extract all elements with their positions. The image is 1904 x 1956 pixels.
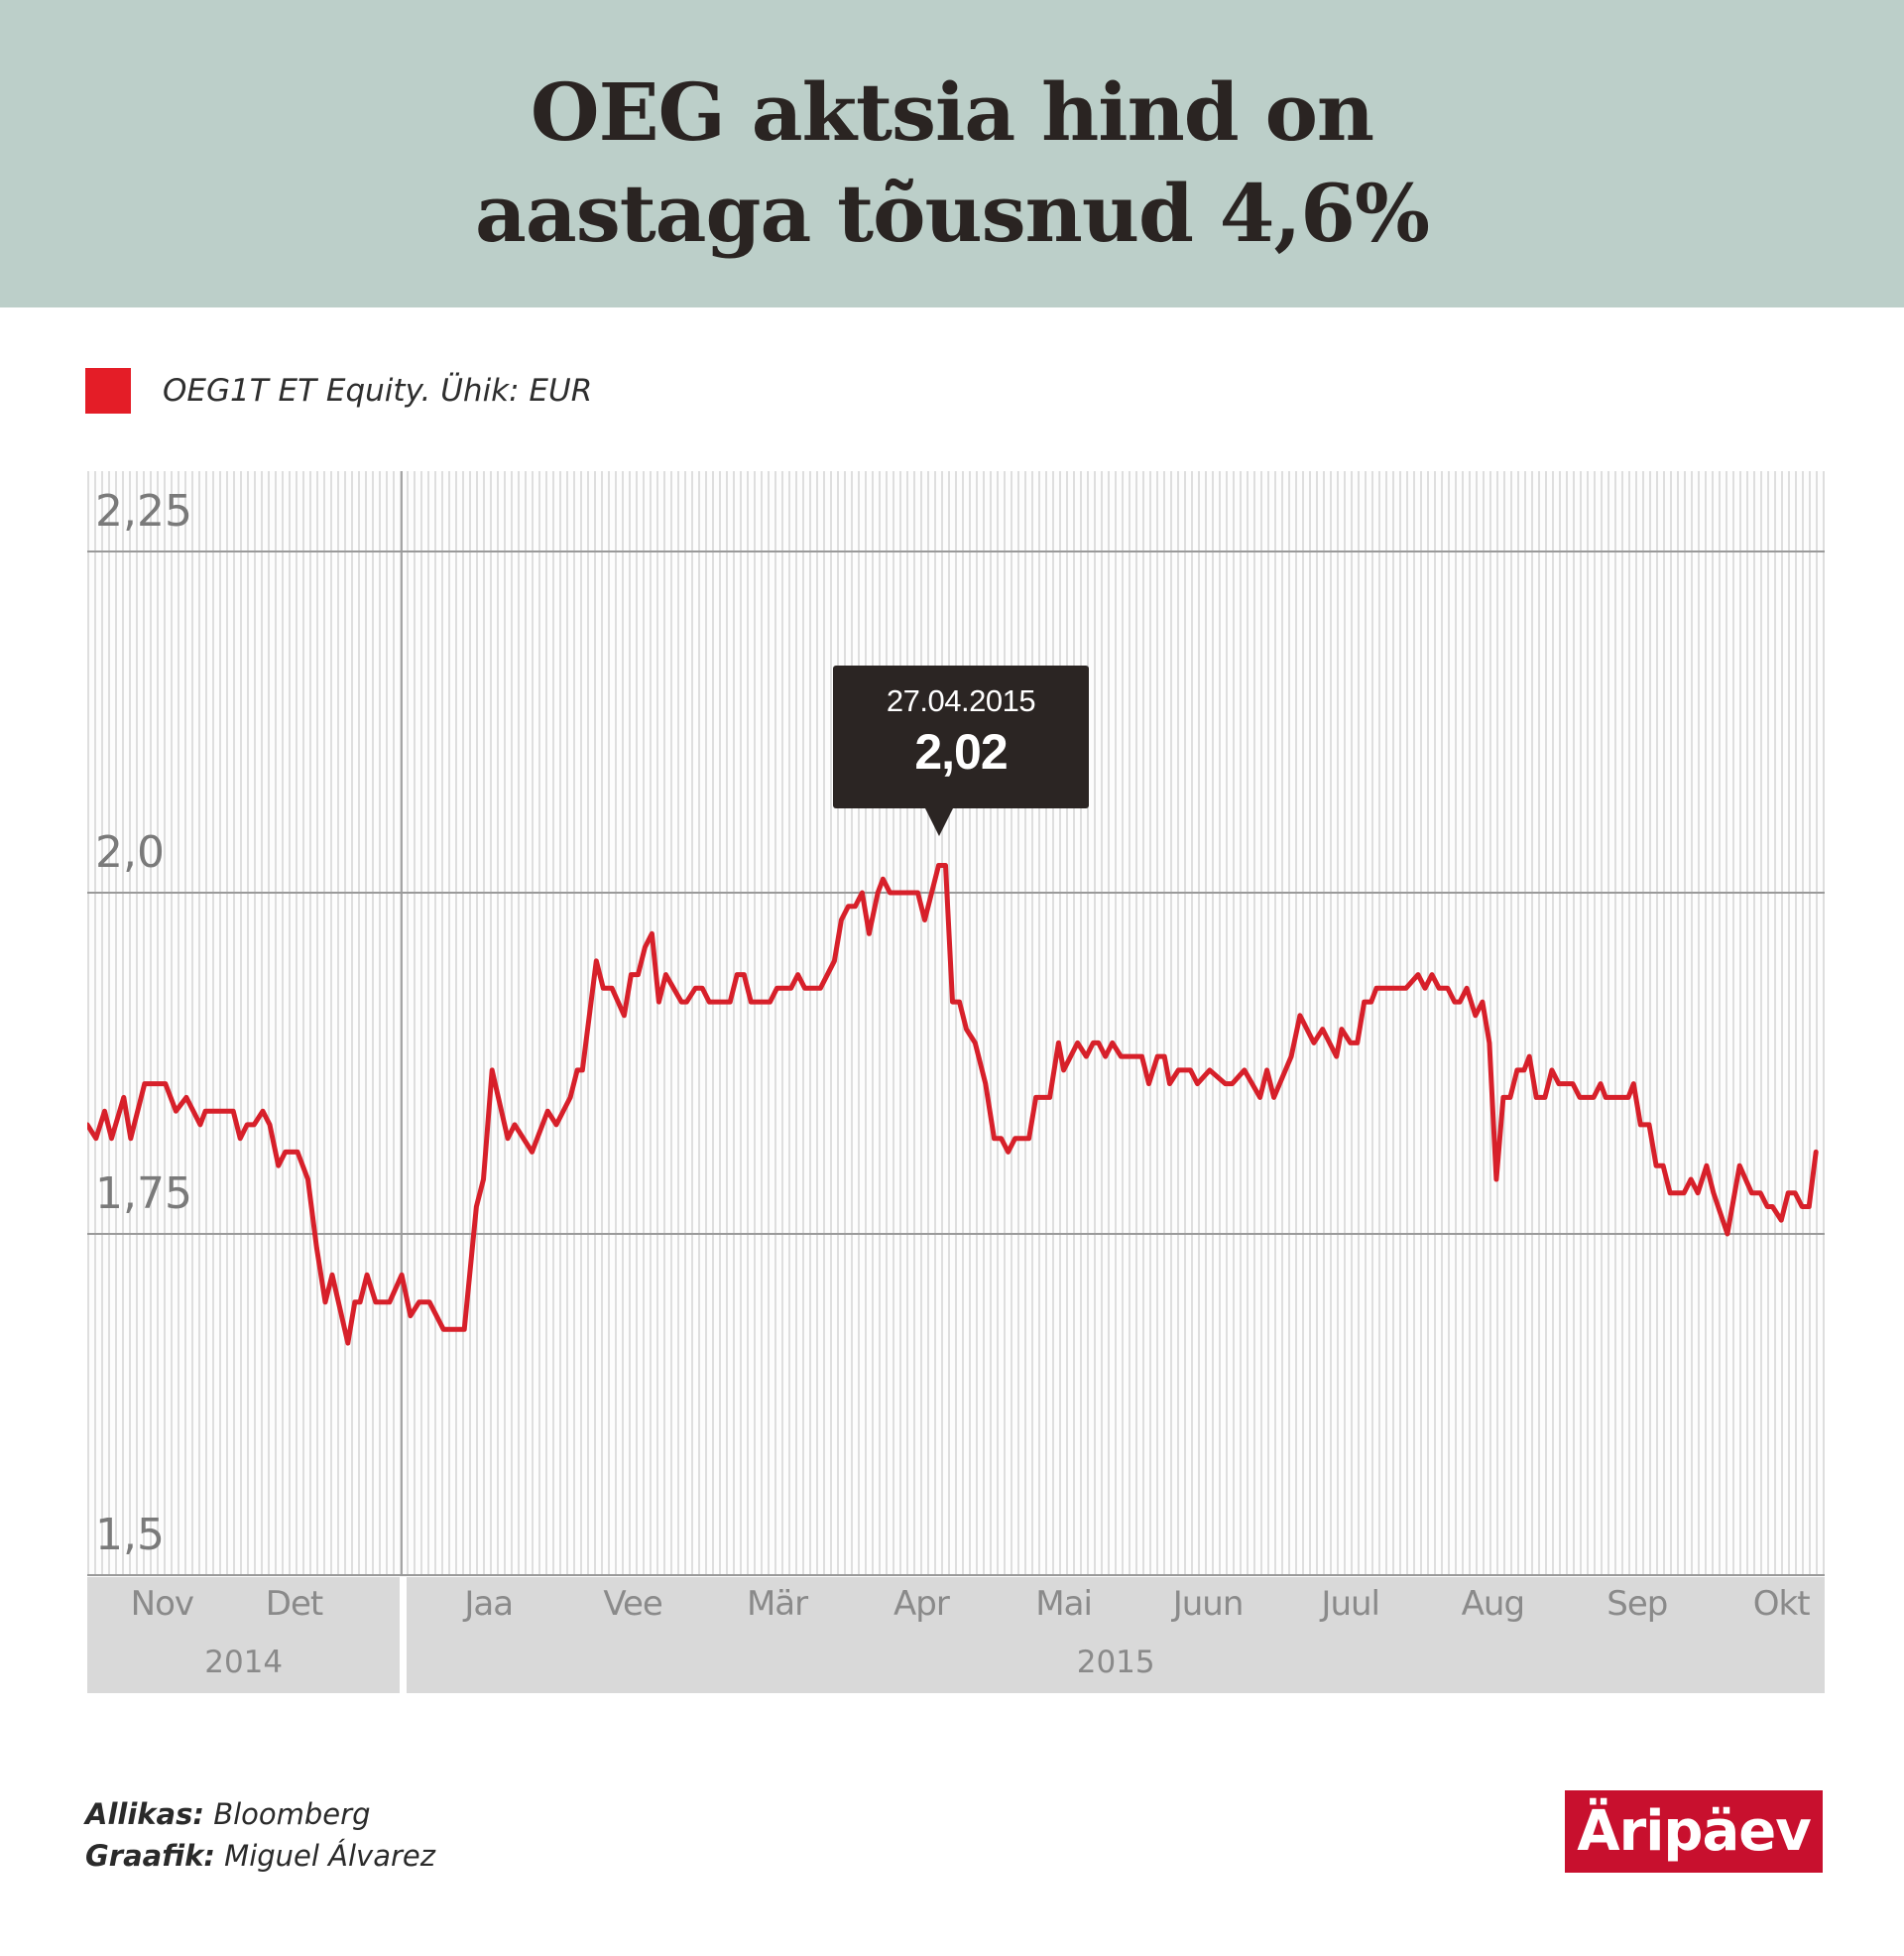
x-tick-label: Apr <box>893 1584 950 1624</box>
gridline <box>87 1233 1825 1235</box>
gridline <box>87 1574 1825 1576</box>
x-tick-label: Juun <box>1172 1584 1245 1624</box>
y-tick-label: 1,5 <box>95 1510 165 1560</box>
x-tick-label: Juul <box>1321 1584 1380 1624</box>
x-tick-label: Okt <box>1752 1584 1811 1624</box>
chart-header: OEG aktsia hind on aastaga tõusnud 4,6% <box>0 0 1904 307</box>
x-tick-label: Sep <box>1606 1584 1668 1624</box>
graphic-credit: Graafik: Miguel Álvarez <box>85 1835 435 1877</box>
year-label: 2015 <box>1076 1645 1155 1680</box>
year-label: 2014 <box>204 1645 284 1680</box>
plot-area: 2,25 2,0 1,75 1,5 <box>87 471 1825 1576</box>
price-line <box>87 863 1819 1346</box>
graphic-value: Miguel Álvarez <box>224 1839 435 1873</box>
tooltip-value: 2,02 <box>914 724 1008 780</box>
chart-title: OEG aktsia hind on aastaga tõusnud 4,6% <box>0 61 1904 264</box>
graphic-key: Graafik: <box>85 1839 215 1873</box>
x-axis-band-2014 <box>87 1577 400 1693</box>
tooltip-pointer-icon <box>925 808 953 836</box>
legend: OEG1T ET Equity. Ühik: EUR <box>85 367 592 415</box>
y-tick-label: 2,25 <box>95 486 192 537</box>
x-tick-label: Mär <box>746 1584 808 1624</box>
x-tick-label: Det <box>265 1584 323 1624</box>
aripaev-logo: Äripäev <box>1565 1790 1823 1873</box>
credits: Allikas: Bloomberg Graafik: Miguel Álvar… <box>85 1793 435 1877</box>
legend-label: OEG1T ET Equity. Ühik: EUR <box>163 373 593 409</box>
x-tick-label: Jaa <box>464 1584 514 1624</box>
title-line-1: OEG aktsia hind on <box>530 65 1374 159</box>
x-tick-label: Aug <box>1461 1584 1525 1624</box>
x-tick-label: Mai <box>1035 1584 1093 1624</box>
x-tick-label: Vee <box>603 1584 662 1624</box>
source-credit: Allikas: Bloomberg <box>85 1793 435 1835</box>
source-value: Bloomberg <box>213 1797 371 1831</box>
x-tick-label: Nov <box>130 1584 194 1624</box>
source-key: Allikas: <box>85 1797 204 1831</box>
y-tick-label: 2,0 <box>95 827 165 878</box>
gridline <box>87 892 1825 894</box>
gridline <box>87 550 1825 552</box>
y-tick-label: 1,75 <box>95 1168 192 1219</box>
x-axis-band-2015 <box>407 1577 1825 1693</box>
tooltip-date: 27.04.2015 <box>886 683 1036 718</box>
legend-swatch-icon <box>85 368 131 414</box>
year-divider <box>401 471 403 1575</box>
title-line-2: aastaga tõusnud 4,6% <box>475 167 1430 260</box>
data-tooltip: 27.04.2015 2,02 <box>833 666 1089 808</box>
